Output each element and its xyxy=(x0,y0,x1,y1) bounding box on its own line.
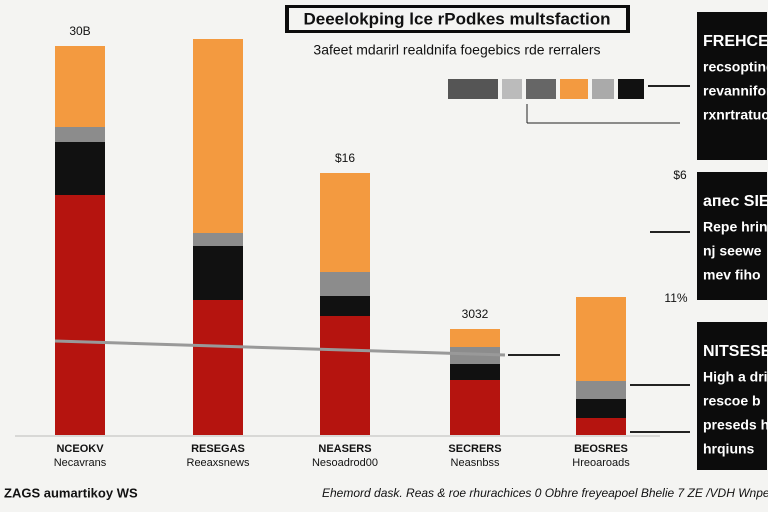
x-tick-label: BEOSRES xyxy=(574,443,628,455)
panel xyxy=(697,322,767,470)
panel-line: High a dri xyxy=(703,369,768,385)
bar-segment xyxy=(320,173,370,272)
legend-swatch xyxy=(560,79,588,99)
bar-segment xyxy=(450,380,500,435)
bar-segment xyxy=(193,233,243,246)
x-tick-label: NCEOKV xyxy=(56,443,104,455)
bar-label: 3032 xyxy=(462,307,489,321)
panel-title: aпec SIEI xyxy=(703,193,768,210)
bar-label: $16 xyxy=(335,151,355,165)
panel-line: recsoptine xyxy=(703,59,768,75)
panel-line: nj seewe xyxy=(703,243,762,259)
panel-line: hrqiuns xyxy=(703,441,755,457)
legend-swatch xyxy=(502,79,522,99)
side-note: $6 xyxy=(673,168,687,182)
bar-segment xyxy=(576,418,626,435)
x-tick-label: NEASERS xyxy=(318,443,371,455)
bar-segment xyxy=(55,142,105,195)
bar-segment xyxy=(193,246,243,300)
bar-segment xyxy=(320,272,370,296)
legend-swatch xyxy=(448,79,498,99)
bar-segment xyxy=(55,127,105,142)
bar-segment xyxy=(193,300,243,435)
panel-line: preseds h xyxy=(703,417,768,433)
panel-title: NITSESE xyxy=(703,343,768,360)
x-tick-sublabel: Nesoadrod00 xyxy=(312,457,378,469)
legend-swatch xyxy=(592,79,614,99)
bar-segment xyxy=(450,329,500,347)
bar-segment xyxy=(576,297,626,381)
title-inner xyxy=(289,8,626,30)
panel-line: Repe hrinr xyxy=(703,219,768,235)
panel-line: revannifor xyxy=(703,83,768,99)
x-tick-sublabel: Hreoaroads xyxy=(572,457,630,469)
bar-segment xyxy=(320,296,370,316)
bar-segment xyxy=(450,364,500,380)
trend-line xyxy=(54,339,506,357)
legend xyxy=(448,79,644,99)
panel-line: rescoe b xyxy=(703,393,761,409)
bar-segment xyxy=(576,381,626,399)
x-tick-sublabel: Neasnbss xyxy=(451,457,500,469)
footer: Ehemord dask. Reas & roe rhurachices 0 O… xyxy=(322,486,768,500)
bar-segment xyxy=(55,195,105,435)
x-tick-label: SECRERS xyxy=(448,443,501,455)
legend-swatch xyxy=(618,79,644,99)
panel-line: rxnrtratucra xyxy=(703,107,768,123)
footer-left: ZAGS aumartikoy WS xyxy=(4,485,138,500)
bar-segment xyxy=(55,46,105,127)
bar-label: 30B xyxy=(69,24,90,38)
side-note: 11% xyxy=(664,291,687,305)
panel xyxy=(697,172,767,300)
panel-line: mev fiho xyxy=(703,267,761,283)
bar-segment xyxy=(576,399,626,418)
bar-segment xyxy=(193,39,243,233)
x-tick-label: RESEGAS xyxy=(191,443,245,455)
bar-segment xyxy=(320,316,370,435)
panel xyxy=(697,12,767,160)
x-tick-sublabel: Reeaxsnews xyxy=(187,457,250,469)
chart-title: Deeelokping lce rPodkes multsfaction xyxy=(303,9,610,28)
chart-subtitle: 3afeet mdarirl realdnifa foegebics rde r… xyxy=(313,42,600,58)
x-tick-sublabel: Necavrans xyxy=(54,457,107,469)
panel-title: FREHCE xyxy=(703,33,768,50)
legend-swatch xyxy=(526,79,556,99)
